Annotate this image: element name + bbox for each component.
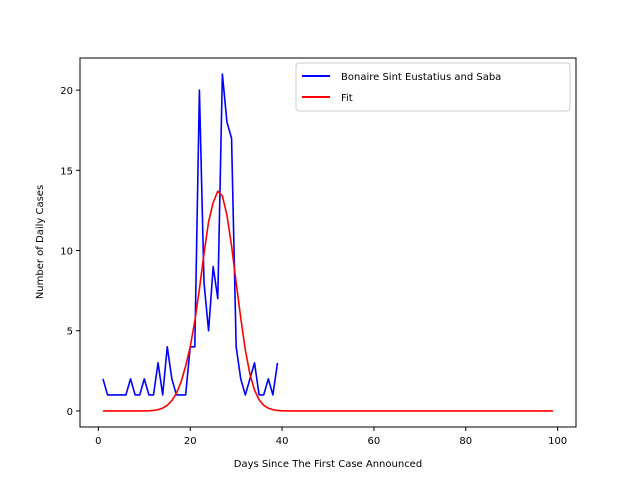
x-tick-label: 40 bbox=[276, 436, 289, 447]
y-tick-label: 5 bbox=[67, 327, 73, 338]
legend: Bonaire Sint Eustatius and Saba Fit bbox=[296, 63, 570, 111]
x-tick-label: 60 bbox=[368, 436, 381, 447]
x-tick-label: 100 bbox=[548, 436, 567, 447]
x-axis-label: Days Since The First Case Announced bbox=[234, 459, 422, 470]
legend-label-series-1: Fit bbox=[341, 93, 353, 104]
y-tick-label: 15 bbox=[60, 166, 73, 177]
y-axis-label: Number of Daily Cases bbox=[35, 185, 46, 299]
x-tick-label: 80 bbox=[459, 436, 472, 447]
legend-label-series-0: Bonaire Sint Eustatius and Saba bbox=[341, 72, 501, 83]
y-tick-label: 20 bbox=[60, 86, 73, 97]
legend-box bbox=[296, 63, 570, 111]
x-tick-label: 0 bbox=[95, 436, 101, 447]
x-tick-label: 20 bbox=[184, 436, 197, 447]
y-tick-label: 10 bbox=[60, 247, 73, 258]
y-tick-label: 0 bbox=[67, 407, 73, 418]
